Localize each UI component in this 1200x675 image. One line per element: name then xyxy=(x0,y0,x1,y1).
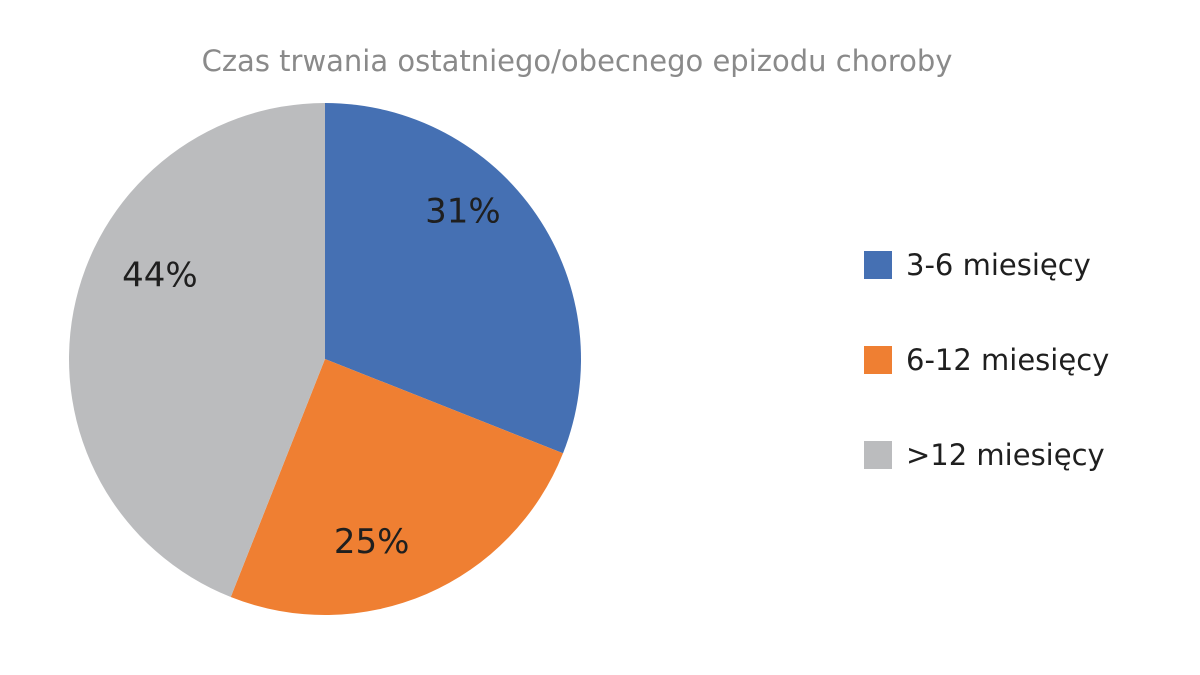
legend-label: >12 miesięcy xyxy=(906,438,1105,472)
pie-slice xyxy=(68,103,325,598)
pie-slice-label: 25% xyxy=(334,522,410,562)
legend-label: 6-12 miesięcy xyxy=(906,343,1109,377)
pie-slice-label: 44% xyxy=(122,256,198,296)
pie-slice-label: 31% xyxy=(425,192,501,232)
pie-slices xyxy=(68,103,581,615)
pie-slice xyxy=(230,359,564,615)
legend-swatch xyxy=(864,251,892,279)
legend: 3-6 miesięcy 6-12 miesięcy >12 miesięcy xyxy=(864,248,1109,472)
pie-slice xyxy=(325,103,581,454)
legend-label: 3-6 miesięcy xyxy=(906,248,1091,282)
chart-title: Czas trwania ostatniego/obecnego epizodu… xyxy=(202,44,953,78)
legend-swatch xyxy=(864,441,892,469)
legend-swatch xyxy=(864,346,892,374)
pie-slice-labels: 31% 25% 44% xyxy=(122,192,501,563)
